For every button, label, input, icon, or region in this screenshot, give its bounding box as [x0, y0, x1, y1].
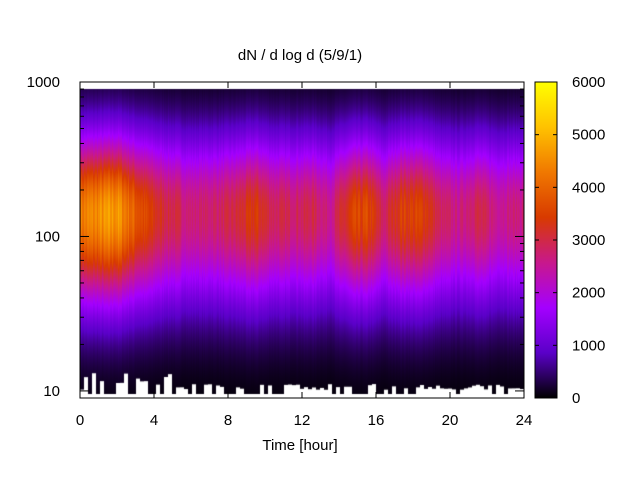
x-tick-label: 4	[150, 412, 158, 429]
x-tick-label: 24	[516, 412, 533, 429]
colorbar-tick-label: 2000	[572, 285, 605, 302]
x-axis-label: Time [hour]	[262, 437, 337, 454]
y-axis: 10 100 1000	[27, 74, 524, 400]
chart-title: dN / d log d (5/9/1)	[238, 47, 362, 64]
x-tick-label: 20	[442, 412, 459, 429]
x-axis: 0 4 8 12 16 20 24	[76, 82, 533, 429]
x-tick-label: 0	[76, 412, 84, 429]
x-tick-label: 16	[368, 412, 385, 429]
x-tick-label: 12	[294, 412, 311, 429]
colorbar-tick-label: 1000	[572, 337, 605, 354]
colorbar-tick-label: 6000	[572, 74, 605, 91]
y-tick-label: 100	[35, 228, 60, 245]
y-tick-label: 10	[43, 383, 60, 400]
colorbar-tick-label: 4000	[572, 179, 605, 196]
colorbar-tick-label: 5000	[572, 127, 605, 144]
colorbar-tick-label: 3000	[572, 232, 605, 249]
heatmap-plot-area	[80, 82, 524, 398]
y-tick-label: 1000	[27, 74, 60, 91]
colorbar-axis: 0 1000 2000 3000 4000 5000 6000	[535, 74, 605, 407]
colorbar-tick-label: 0	[572, 390, 580, 407]
x-tick-label: 8	[224, 412, 232, 429]
